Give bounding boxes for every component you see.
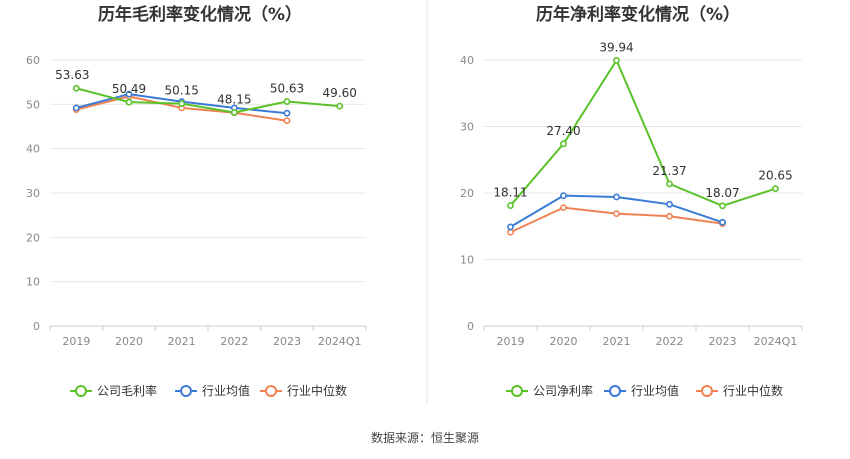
y-tick-label: 40 xyxy=(26,143,40,156)
series-1: 18.11 27.40 39.94 21.37 18.07 20.65 xyxy=(493,40,793,210)
data-point[interactable] xyxy=(666,200,673,208)
data-point[interactable] xyxy=(336,102,344,110)
x-tick-label: 2023 xyxy=(709,335,737,348)
data-label: 50.63 xyxy=(270,82,304,96)
data-label: 48.15 xyxy=(217,93,251,107)
data-point[interactable] xyxy=(72,84,80,92)
y-tick-label: 0 xyxy=(467,320,474,333)
data-point[interactable] xyxy=(719,218,726,226)
x-tick-label: 2021 xyxy=(603,335,631,348)
y-tick-label: 20 xyxy=(26,231,40,244)
legend-item[interactable]: 公司毛利率 xyxy=(70,383,157,398)
legend-label: 公司毛利率 xyxy=(97,383,157,398)
chart-title: 历年毛利率变化情况（%） xyxy=(98,4,302,25)
data-point[interactable] xyxy=(560,140,567,148)
legend-item[interactable]: 行业均值 xyxy=(604,383,679,398)
y-tick-label: 60 xyxy=(26,54,40,67)
x-tick-label: 2023 xyxy=(273,335,301,348)
y-tick-label: 30 xyxy=(26,187,40,200)
x-tick-label: 2020 xyxy=(550,335,578,348)
data-point[interactable] xyxy=(72,104,80,112)
data-point[interactable] xyxy=(507,202,514,209)
series-line xyxy=(76,87,340,114)
data-point[interactable] xyxy=(666,212,673,220)
data-point[interactable] xyxy=(283,109,291,117)
x-tick-label: 2024Q1 xyxy=(318,335,362,348)
data-point[interactable] xyxy=(230,109,238,116)
legend-marker-icon xyxy=(511,385,523,397)
data-label: 49.60 xyxy=(322,86,356,100)
y-tick-label: 10 xyxy=(26,276,40,289)
x-tick-label: 2020 xyxy=(115,335,143,348)
x-tick-label: 2021 xyxy=(168,335,196,348)
data-label: 53.63 xyxy=(55,68,89,82)
data-label: 39.94 xyxy=(599,40,633,54)
data-point[interactable] xyxy=(507,228,514,236)
legend-item[interactable]: 公司净利率 xyxy=(506,383,593,398)
data-label: 21.37 xyxy=(652,164,686,178)
data-label: 50.15 xyxy=(164,84,198,98)
y-tick-label: 0 xyxy=(33,320,40,333)
chart-1: 历年毛利率变化情况（%） 0 10 20 30 40 50 60 2019 2020 2021 202… xyxy=(26,4,367,398)
data-point[interactable] xyxy=(772,185,779,193)
legend-label: 行业中位数 xyxy=(287,383,347,398)
y-tick-label: 40 xyxy=(460,54,474,67)
y-tick-label: 30 xyxy=(460,121,474,134)
data-point[interactable] xyxy=(178,100,186,108)
chart-2: 历年净利率变化情况（%） 0 10 20 30 40 2019 2020 2021 2022 202… xyxy=(460,4,803,398)
data-label: 20.65 xyxy=(758,169,792,183)
data-point[interactable] xyxy=(613,210,620,218)
legend-label: 行业均值 xyxy=(202,383,250,398)
data-point[interactable] xyxy=(613,56,620,64)
y-tick-label: 20 xyxy=(460,187,474,200)
legend-item[interactable]: 行业中位数 xyxy=(260,383,347,398)
data-point[interactable] xyxy=(560,192,567,200)
legend-label: 行业均值 xyxy=(631,383,679,398)
data-label: 18.07 xyxy=(705,186,739,200)
series-2 xyxy=(507,192,726,231)
data-point[interactable] xyxy=(283,98,291,105)
data-point[interactable] xyxy=(666,180,673,188)
data-label: 50.49 xyxy=(112,82,146,96)
x-tick-label: 2019 xyxy=(497,335,525,348)
data-label: 18.11 xyxy=(493,186,527,200)
legend-item[interactable]: 行业均值 xyxy=(175,383,250,398)
x-tick-label: 2024Q1 xyxy=(754,335,798,348)
legend-marker-icon xyxy=(701,385,713,397)
legend-marker-icon xyxy=(75,385,87,397)
legend-label: 公司净利率 xyxy=(533,383,593,398)
data-point[interactable] xyxy=(507,223,514,231)
x-tick-label: 2022 xyxy=(656,335,684,348)
data-point[interactable] xyxy=(560,204,567,212)
data-label: 27.40 xyxy=(546,124,580,138)
legend-marker-icon xyxy=(609,385,621,397)
legend-marker-icon xyxy=(180,385,192,397)
data-point[interactable] xyxy=(613,193,620,201)
x-tick-label: 2019 xyxy=(62,335,90,348)
legend-item[interactable]: 行业中位数 xyxy=(696,383,783,398)
y-tick-label: 50 xyxy=(26,98,40,111)
x-tick-label: 2022 xyxy=(220,335,248,348)
source-text: 数据来源：恒生聚源 xyxy=(371,430,479,445)
series-1: 53.63 50.49 50.15 48.15 50.63 49.60 xyxy=(55,68,357,116)
data-point[interactable] xyxy=(719,202,726,210)
legend-label: 行业中位数 xyxy=(723,383,783,398)
data-point[interactable] xyxy=(125,90,133,98)
chart-title: 历年净利率变化情况（%） xyxy=(536,4,740,25)
data-point[interactable] xyxy=(125,98,133,106)
series-line xyxy=(509,58,776,207)
y-tick-label: 10 xyxy=(460,254,474,267)
legend-marker-icon xyxy=(265,385,277,397)
data-point[interactable] xyxy=(283,117,291,125)
